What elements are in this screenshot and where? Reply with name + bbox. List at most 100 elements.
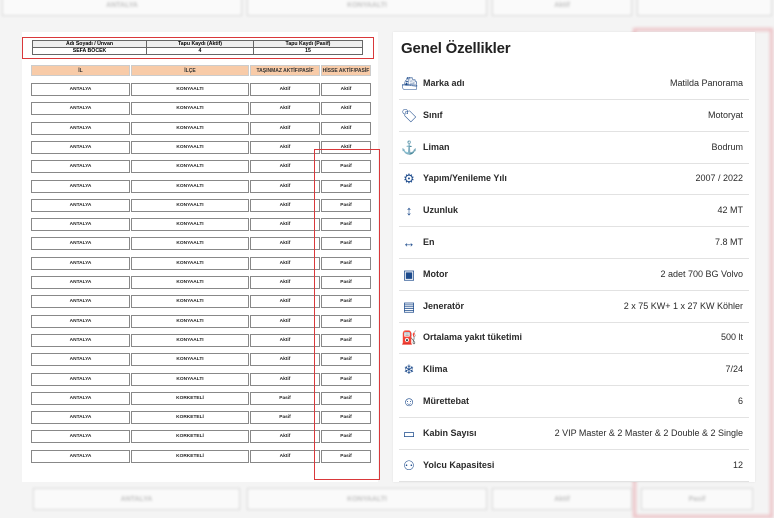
row-tasinmaz-status: Aktif bbox=[250, 256, 320, 270]
spec-label: Klima bbox=[423, 364, 448, 375]
table-row: ANTALYA KONYAALTI Aktif Pasif bbox=[31, 353, 371, 367]
row-hisse-status: Pasif bbox=[321, 449, 371, 463]
row-il: ANTALYA bbox=[31, 83, 130, 96]
row-ilce: KONYAALTI bbox=[131, 276, 249, 289]
row-tasinmaz-status: Aktif bbox=[250, 353, 320, 367]
row-ilce: KONYAALTI bbox=[131, 160, 249, 174]
owner-passive-count: 15 bbox=[252, 47, 364, 55]
spec-row: ⚇ Yolcu Kapasitesi 12 bbox=[399, 450, 749, 482]
table-row: ANTALYA KONYAALTI Aktif Pasif bbox=[31, 372, 371, 386]
row-ilce: KORKETELİ bbox=[131, 430, 249, 444]
row-tasinmaz-status: Aktif bbox=[250, 198, 320, 212]
row-il: ANTALYA bbox=[31, 256, 130, 270]
property-sheet: Adı Soyadı / Ünvan Tapu Kaydı (Aktif) Ta… bbox=[22, 32, 380, 482]
spec-row: ⛴ Marka adı Matilda Panorama bbox=[399, 68, 749, 100]
row-il: ANTALYA bbox=[31, 102, 130, 116]
row-hisse-status: Pasif bbox=[321, 218, 371, 232]
row-il: ANTALYA bbox=[31, 449, 130, 463]
table-row: ANTALYA KONYAALTI Aktif Pasif bbox=[31, 295, 371, 309]
engine-icon: ▣ bbox=[402, 266, 416, 282]
row-tasinmaz-status: Aktif bbox=[250, 83, 320, 96]
bed-icon: ▭ bbox=[402, 425, 416, 441]
spec-row: ▤ Jeneratör 2 x 75 KW+ 1 x 27 KW Köhler bbox=[399, 291, 749, 323]
row-il: ANTALYA bbox=[31, 218, 130, 232]
row-hisse-status: Pasif bbox=[321, 198, 371, 212]
row-tasinmaz-status: Aktif bbox=[250, 160, 320, 174]
spec-label: Marka adı bbox=[423, 78, 465, 88]
spec-value: 42 MT bbox=[717, 205, 743, 216]
row-ilce: KONYAALTI bbox=[131, 237, 249, 251]
owner-header-name: Adı Soyadı / Ünvan bbox=[31, 40, 148, 48]
row-tasinmaz-status: Aktif bbox=[250, 372, 320, 386]
row-il: ANTALYA bbox=[31, 140, 130, 154]
length-icon: ↕ bbox=[405, 203, 413, 219]
row-il: ANTALYA bbox=[31, 411, 130, 425]
spec-label: Sınıf bbox=[423, 109, 443, 120]
spec-label: Liman bbox=[423, 141, 450, 152]
row-ilce: KONYAALTI bbox=[131, 353, 249, 367]
bg-cell: Pasif bbox=[641, 488, 753, 510]
column-header-hisse: HİSSE AKTİF/PASİF bbox=[321, 65, 371, 76]
row-ilce: KONYAALTI bbox=[131, 295, 249, 309]
table-row: ANTALYA KONYAALTI Aktif Aktif bbox=[31, 102, 371, 116]
row-tasinmaz-status: Aktif bbox=[250, 140, 320, 154]
row-il: ANTALYA bbox=[31, 276, 130, 289]
yacht-specs-card: Genel Özellikler ⛴ Marka adı Matilda Panor… bbox=[393, 32, 755, 482]
owner-header-passive: Tapu Kaydı (Pasif) bbox=[252, 40, 364, 48]
spec-row: 🏷 Sınıf Motoryat bbox=[399, 100, 749, 132]
row-il: ANTALYA bbox=[31, 372, 130, 386]
row-hisse-status: Pasif bbox=[321, 256, 371, 270]
passengers-icon: ⚇ bbox=[403, 457, 415, 473]
row-hisse-status: Pasif bbox=[321, 314, 371, 328]
spec-value: 2 adet 700 BG Volvo bbox=[660, 268, 743, 279]
card-title: Genel Özellikler bbox=[401, 40, 511, 57]
bg-cell: Aktif bbox=[492, 488, 632, 510]
spec-value: 2007 / 2022 bbox=[695, 173, 743, 184]
bg-cell: KONYAALTI bbox=[247, 488, 487, 510]
tag-icon: 🏷 bbox=[401, 107, 418, 123]
table-row: ANTALYA KONYAALTI Aktif Pasif bbox=[31, 179, 371, 193]
row-hisse-status: Pasif bbox=[321, 295, 371, 309]
row-il: ANTALYA bbox=[31, 295, 130, 309]
column-header-il: İL bbox=[31, 65, 130, 76]
table-row: ANTALYA KORKETELİ Pasif Pasif bbox=[31, 391, 371, 405]
row-tasinmaz-status: Aktif bbox=[250, 449, 320, 463]
row-il: ANTALYA bbox=[31, 333, 130, 347]
row-ilce: KONYAALTI bbox=[131, 218, 249, 232]
row-il: ANTALYA bbox=[31, 121, 130, 135]
column-header-ilce: İLÇE bbox=[131, 65, 249, 76]
row-tasinmaz-status: Aktif bbox=[250, 295, 320, 309]
spec-label: Yapım/Yenileme Yılı bbox=[423, 173, 507, 184]
table-row: ANTALYA KONYAALTI Aktif Pasif bbox=[31, 160, 371, 174]
row-il: ANTALYA bbox=[31, 391, 130, 405]
row-il: ANTALYA bbox=[31, 353, 130, 367]
row-tasinmaz-status: Aktif bbox=[250, 179, 320, 193]
boat-icon: ⛴ bbox=[401, 76, 418, 91]
bg-cell bbox=[637, 0, 772, 16]
table-row: ANTALYA KONYAALTI Aktif Aktif bbox=[31, 83, 371, 96]
row-hisse-status: Pasif bbox=[321, 353, 371, 367]
row-tasinmaz-status: Pasif bbox=[250, 411, 320, 425]
table-row: ANTALYA KORKETELİ Aktif Pasif bbox=[31, 449, 371, 463]
row-hisse-status: Pasif bbox=[321, 372, 371, 386]
spec-value: Motoryat bbox=[707, 109, 743, 120]
owner-header-active: Tapu Kaydı (Aktif) bbox=[146, 40, 254, 48]
spec-row: ↔ En 7.8 MT bbox=[399, 227, 749, 259]
row-ilce: KORKETELİ bbox=[131, 449, 249, 463]
row-hisse-status: Pasif bbox=[321, 179, 371, 193]
width-icon: ↔ bbox=[402, 235, 416, 250]
spec-value: 7/24 bbox=[725, 364, 743, 375]
row-ilce: KORKETELİ bbox=[131, 411, 249, 425]
spec-value: 2 x 75 KW+ 1 x 27 KW Köhler bbox=[623, 300, 743, 311]
row-hisse-status: Aktif bbox=[321, 102, 371, 116]
table-row: ANTALYA KONYAALTI Aktif Pasif bbox=[31, 218, 371, 232]
table-row: ANTALYA KORKETELİ Pasif Pasif bbox=[31, 411, 371, 425]
row-hisse-status: Pasif bbox=[321, 411, 371, 425]
row-hisse-status: Pasif bbox=[321, 160, 371, 174]
spec-row: ↕ Uzunluk 42 MT bbox=[399, 195, 749, 228]
spec-row: ⛽ Ortalama yakıt tüketimi 500 lt bbox=[399, 322, 749, 355]
spec-label: Yolcu Kapasitesi bbox=[423, 459, 495, 470]
row-hisse-status: Pasif bbox=[321, 276, 371, 289]
spec-row: ❄ Klima 7/24 bbox=[399, 354, 749, 387]
row-il: ANTALYA bbox=[31, 160, 130, 174]
